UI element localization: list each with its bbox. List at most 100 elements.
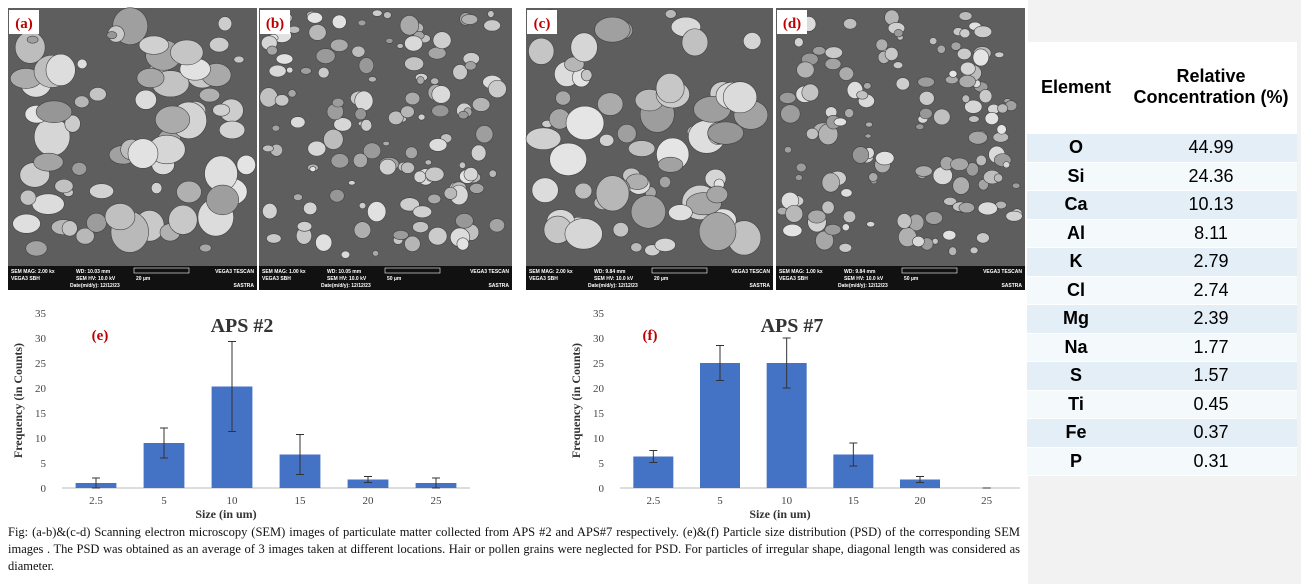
concentration-cell: 24.36 — [1125, 162, 1297, 191]
sem-info-text: SEM MAG: 2.00 kx — [529, 269, 573, 275]
particle — [659, 176, 670, 187]
particle — [599, 134, 613, 146]
particle — [330, 39, 348, 51]
particle — [62, 221, 77, 236]
element-cell: O — [1027, 133, 1125, 162]
x-axis-label: Size (in um) — [195, 507, 256, 521]
particle — [359, 202, 366, 208]
particle — [405, 147, 417, 159]
particle — [288, 26, 299, 33]
particle — [565, 218, 603, 249]
sem-info-text: Date(m/d/y): 12/12/23 — [70, 283, 120, 289]
particle — [825, 58, 841, 69]
particle — [489, 219, 504, 232]
particle — [297, 221, 312, 231]
concentration-cell: 0.31 — [1125, 447, 1297, 476]
particle — [783, 224, 802, 236]
table-row: Fe0.37 — [1027, 419, 1297, 448]
x-tick-label: 2.5 — [646, 495, 660, 507]
particle — [668, 205, 692, 221]
particle — [968, 131, 987, 144]
particle — [200, 244, 212, 252]
particle — [405, 92, 420, 105]
x-tick-label: 10 — [781, 495, 793, 507]
page: SEM MAG: 2.00 kx WD: 10.03 mm VEGA3 TESCAN… — [0, 0, 1301, 584]
sem-info-text: VEGA3 TESCAN — [215, 269, 254, 275]
particle — [843, 211, 855, 223]
particle — [465, 61, 476, 70]
particle — [488, 80, 506, 98]
sem-info-text: VEGA3 SBH — [262, 276, 291, 282]
chart-title: APS #2 — [211, 315, 274, 337]
particle — [631, 195, 666, 228]
particle — [897, 213, 911, 228]
particle — [413, 222, 429, 233]
particle — [209, 37, 228, 52]
particle — [920, 108, 933, 119]
sem-info-text: SASTRA — [488, 283, 509, 289]
x-tick-label: 25 — [981, 495, 993, 507]
particle — [355, 108, 366, 119]
sem-info-text: SASTRA — [749, 283, 770, 289]
particle — [379, 159, 396, 175]
particle — [323, 129, 343, 149]
particle — [962, 95, 970, 103]
particle — [331, 154, 349, 168]
particle — [968, 116, 979, 123]
particle — [825, 224, 841, 235]
concentration-cell: 0.45 — [1125, 390, 1297, 419]
element-cell: Na — [1027, 333, 1125, 362]
particle — [137, 68, 164, 87]
chart-title: APS #7 — [761, 315, 824, 337]
particle — [353, 153, 367, 167]
sem-info-text: SEM HV: 10.0 kV — [327, 276, 367, 282]
particle — [699, 212, 736, 250]
sem-info-text: 20 µm — [136, 276, 151, 282]
particle — [865, 122, 872, 127]
particle — [893, 62, 903, 69]
particle — [318, 67, 329, 78]
particle — [332, 98, 344, 107]
particle — [526, 128, 561, 150]
particle — [55, 179, 73, 193]
particle — [169, 205, 198, 234]
element-cell: Si — [1027, 162, 1125, 191]
particle — [429, 138, 447, 151]
particle — [355, 91, 373, 111]
concentration-cell: 1.77 — [1125, 333, 1297, 362]
particle — [170, 40, 203, 65]
y-tick-label: 20 — [35, 383, 47, 395]
sem-info-text: SEM MAG: 1.00 kx — [262, 269, 306, 275]
bar — [700, 363, 740, 488]
element-cell: Ca — [1027, 191, 1125, 220]
particle — [303, 202, 316, 215]
table-row: Si24.36 — [1027, 162, 1297, 191]
particle — [462, 14, 478, 24]
y-tick-label: 15 — [593, 408, 605, 420]
particle — [384, 12, 392, 19]
particle — [797, 62, 815, 78]
particle — [957, 48, 971, 59]
particle — [400, 16, 419, 36]
particle — [418, 114, 425, 120]
particle — [404, 236, 420, 252]
x-tick-label: 15 — [848, 495, 860, 507]
y-tick-label: 35 — [35, 308, 47, 320]
sem-info-text: WD: 10.03 mm — [76, 269, 111, 275]
particle — [655, 238, 676, 251]
y-tick-label: 10 — [593, 433, 605, 445]
particle — [107, 32, 117, 39]
sem-info-text: SEM HV: 10.0 kV — [844, 276, 884, 282]
particle — [444, 187, 457, 199]
particle — [276, 54, 293, 64]
particle — [1006, 211, 1022, 221]
particle — [556, 91, 571, 105]
particle — [865, 134, 871, 138]
particle — [428, 227, 447, 245]
particle — [358, 20, 366, 26]
particle — [199, 88, 219, 102]
